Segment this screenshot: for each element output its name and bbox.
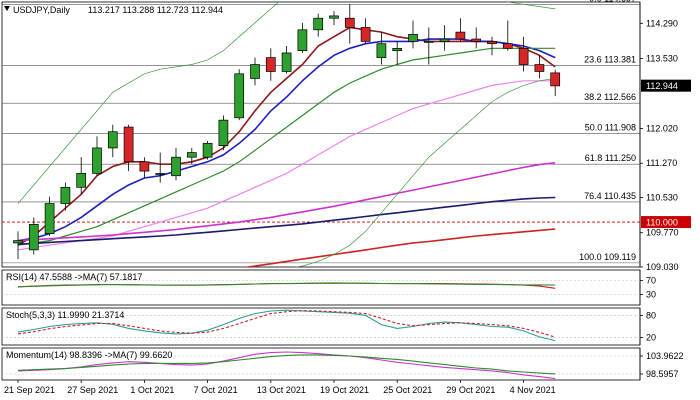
time-tick-label: 29 Oct 2021 <box>446 385 495 395</box>
sub-tick-label: 98.5957 <box>646 369 679 379</box>
momentum-pane: 103.9622 98.5957 Momentum(14) 98.8396 ->MA… <box>2 350 684 380</box>
time-tick-label: 4 Nov 2021 <box>510 385 556 395</box>
bear-candle <box>360 27 371 42</box>
bull-candle <box>218 119 229 146</box>
time-axis: 21 Sep 2021 27 Sep 2021 1 Oct 2021 7 Oct 20… <box>4 380 556 395</box>
bear-candle <box>455 31 466 40</box>
ma-line-ma_200 <box>243 228 556 267</box>
price-tick-label: 114.290 <box>646 18 678 28</box>
last-price-label: 112.944 <box>646 81 678 91</box>
bear-candle <box>471 38 482 42</box>
bull-candle <box>376 43 387 58</box>
price-tick-label: 111.270 <box>646 158 677 168</box>
time-tick-label: 21 Sep 2021 <box>4 385 55 395</box>
bull-candle <box>155 173 166 175</box>
fib-label: 0.0 114.697 <box>589 0 636 3</box>
bull-candle <box>171 156 181 177</box>
bull-candle <box>92 147 102 174</box>
ma-line-ma_30 <box>17 80 556 251</box>
bull-candle <box>186 152 197 158</box>
bull-candle <box>392 47 403 51</box>
bear-candle <box>344 17 355 28</box>
bull-candle <box>28 224 39 251</box>
sub-tick-label: 80 <box>646 310 656 320</box>
price-tick-label: 109.030 <box>646 262 679 272</box>
bull-candle <box>408 34 418 42</box>
ma-line-ma_55 <box>17 162 556 242</box>
price-tick-label: 110.530 <box>646 193 678 203</box>
time-tick-label: 27 Sep 2021 <box>67 385 118 395</box>
main-price-pane: 0.0 114.697 23.6 113.381 38.2 112.566 50.0 … <box>2 0 691 272</box>
price-tick-label: 109.770 <box>646 228 679 238</box>
bear-candle <box>487 41 497 45</box>
bull-candle <box>202 142 213 158</box>
time-tick-label: 25 Oct 2021 <box>383 385 432 395</box>
fib-label: 50.0 111.908 <box>585 123 636 133</box>
bull-candle <box>423 41 434 43</box>
bear-candle <box>518 47 529 65</box>
indicator-title: Stoch(5,3,3) 11.9990 21.3714 <box>6 310 124 320</box>
ma-line-ma_10 <box>17 38 556 242</box>
bull-candle <box>439 38 450 42</box>
symbol-arrow-icon <box>4 6 10 11</box>
indicator-line-1 <box>17 282 556 288</box>
bear-candle <box>265 57 276 72</box>
bear-candle <box>123 126 134 163</box>
fib-label: 100.0 109.119 <box>579 252 636 262</box>
bear-candle <box>534 64 545 72</box>
bull-candle <box>250 64 260 79</box>
ma-line-ma_20 <box>17 47 556 246</box>
price-tick-label: 112.020 <box>646 123 678 133</box>
rsi-pane: 70 30 RSI(14) 47.5588 ->MA(7) 57.1817 <box>2 272 656 300</box>
ma-line-bollinger <box>293 78 556 267</box>
stoch-pane: 80 20 Stoch(5,3,3) 11.9990 21.3714 <box>2 309 656 343</box>
ma-line-ma_5 <box>17 26 556 246</box>
fib-label: 76.4 110.435 <box>584 191 636 201</box>
ma-line-ma_100 <box>17 196 556 246</box>
sub-tick-label: 103.9622 <box>646 351 684 361</box>
indicator-title: Momentum(14) 98.8396 ->MA(7) 99.6620 <box>6 350 172 360</box>
bear-candle <box>139 161 150 172</box>
indicator-title: RSI(14) 47.5588 ->MA(7) 57.1817 <box>6 272 142 282</box>
bear-candle <box>502 43 513 49</box>
fib-label: 38.2 112.566 <box>584 92 636 102</box>
time-tick-label: 19 Oct 2021 <box>320 385 369 395</box>
bull-candle <box>329 15 339 19</box>
time-tick-label: 1 Oct 2021 <box>130 385 174 395</box>
indicator-line-0 <box>17 351 556 380</box>
last-price-tag <box>641 79 691 92</box>
ma-line-bollinger <box>17 2 556 204</box>
bull-candle <box>44 203 55 234</box>
price-tick-label: 113.530 <box>646 54 678 64</box>
bull-candle <box>76 173 87 188</box>
bull-candle <box>297 29 308 51</box>
indicator-line-1 <box>17 310 556 338</box>
bull-candle <box>313 17 324 31</box>
fib-label: 61.8 111.250 <box>585 153 636 163</box>
bull-candle <box>281 52 292 72</box>
level-110-tag <box>641 216 691 229</box>
time-tick-label: 7 Oct 2021 <box>194 385 238 395</box>
sub-tick-label: 70 <box>646 276 656 286</box>
sub-tick-label: 20 <box>646 333 656 343</box>
bear-candle <box>550 72 561 87</box>
bull-candle <box>234 73 245 119</box>
bull-candle <box>60 186 71 204</box>
chart-symbol-label: USDJPY,Daily <box>13 5 70 15</box>
bull-candle <box>107 131 118 149</box>
chart-ohlc-label: 113.217 113.288 112.723 112.944 <box>88 5 223 15</box>
level-110-tag-label: 110.000 <box>646 218 678 228</box>
bull-candle <box>13 240 23 244</box>
time-tick-label: 13 Oct 2021 <box>257 385 306 395</box>
fib-label: 23.6 113.381 <box>584 54 636 64</box>
indicator-line-1 <box>17 354 556 375</box>
sub-tick-label: 30 <box>646 290 656 300</box>
